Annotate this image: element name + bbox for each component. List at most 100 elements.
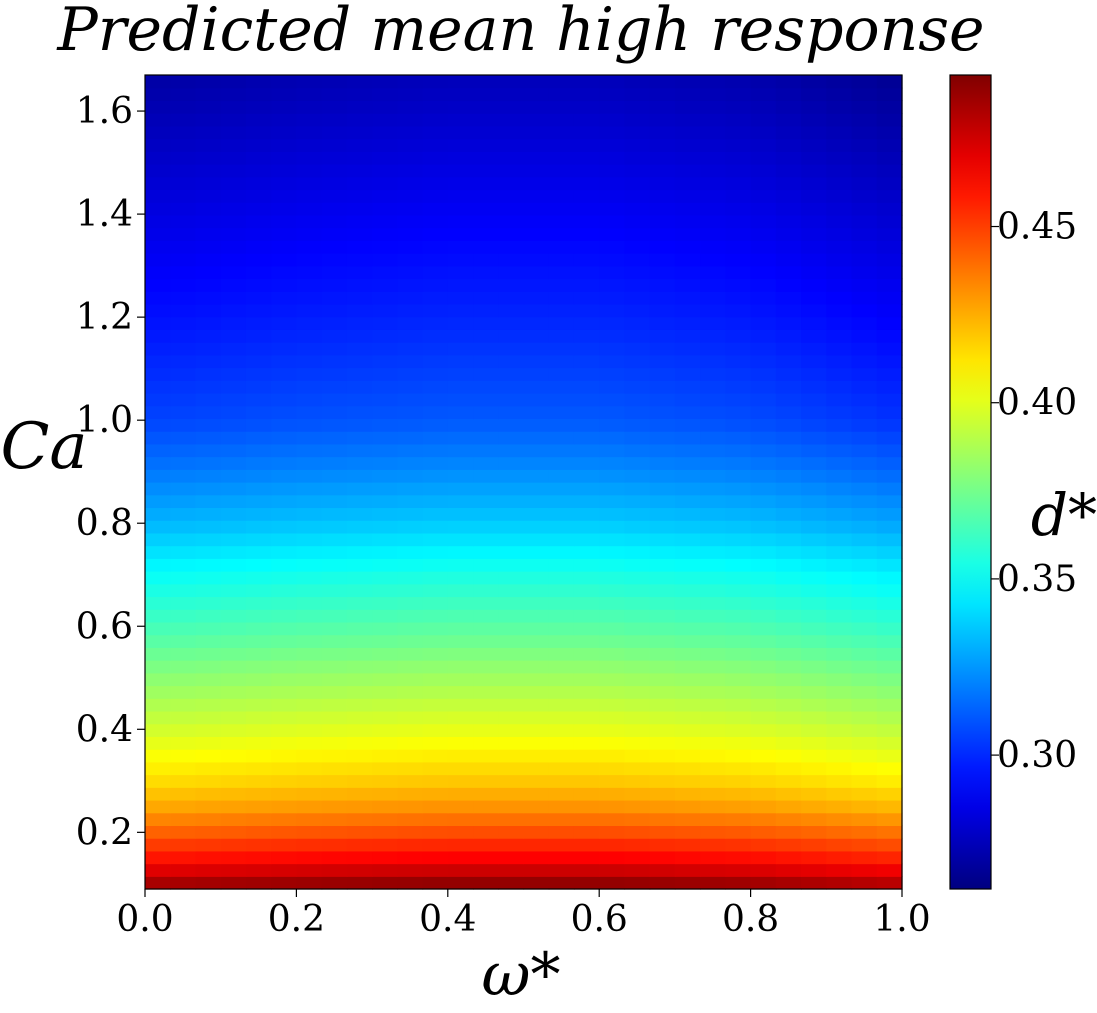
heatmap-cell [195, 87, 222, 102]
heatmap-cell [674, 265, 701, 280]
heatmap-cell [145, 787, 171, 801]
heatmap-cell [271, 202, 297, 216]
heatmap-cell [573, 507, 600, 521]
heatmap-cell [674, 214, 701, 229]
heatmap-cell [725, 125, 752, 140]
heatmap-cell [145, 838, 171, 852]
heatmap-cell [271, 100, 297, 114]
heatmap-cell [296, 672, 323, 687]
heatmap-cell [649, 660, 676, 674]
heatmap-cell [170, 647, 197, 661]
heatmap-cell [473, 316, 499, 330]
heatmap-cell [750, 863, 777, 877]
heatmap-cell [801, 138, 827, 152]
heatmap-cell [548, 558, 575, 572]
heatmap-cell [220, 596, 247, 610]
heatmap-cell [700, 265, 726, 280]
heatmap-cell [523, 621, 550, 636]
heatmap-cell [498, 532, 525, 547]
heatmap-cell [346, 176, 373, 191]
heatmap-cell [750, 558, 777, 572]
heatmap-cell [624, 799, 651, 814]
heatmap-cell [170, 634, 197, 648]
heatmap-cell [851, 736, 878, 750]
heatmap-cell [145, 113, 171, 127]
heatmap-cell [599, 710, 626, 725]
heatmap-cell [826, 316, 853, 330]
heatmap-cell [826, 100, 853, 114]
heatmap-cell [725, 634, 752, 648]
heatmap-cell [473, 647, 499, 661]
heatmap-cell [397, 774, 424, 788]
heatmap-cell [750, 520, 777, 534]
heatmap-cell [220, 75, 247, 89]
heatmap-cell [145, 621, 171, 636]
heatmap-cell [170, 761, 197, 776]
heatmap-cell [750, 799, 777, 814]
heatmap-cell [321, 456, 348, 470]
heatmap-cell [599, 634, 626, 648]
heatmap-cell [750, 265, 777, 280]
heatmap-cell [372, 367, 398, 381]
heatmap-cell [599, 227, 626, 241]
heatmap-cell [397, 189, 424, 203]
heatmap-cell [498, 761, 525, 776]
heatmap-cell [826, 469, 853, 483]
heatmap-cell [170, 609, 197, 623]
heatmap-cell [750, 660, 777, 674]
heatmap-cell [826, 545, 853, 559]
heatmap-cell [271, 418, 297, 432]
heatmap-cell [523, 291, 550, 305]
heatmap-cell [801, 609, 827, 623]
heatmap-cell [851, 863, 878, 877]
heatmap-cell [851, 303, 878, 318]
heatmap-cell [725, 876, 752, 890]
heatmap-cell [397, 164, 424, 178]
heatmap-cell [220, 278, 247, 292]
heatmap-cell [523, 367, 550, 381]
heatmap-cell [649, 164, 676, 178]
heatmap-cell [573, 812, 600, 827]
x-axis-title: ω* [482, 940, 561, 1008]
heatmap-cell [700, 456, 726, 470]
heatmap-cell [851, 291, 878, 305]
heatmap-cell [422, 621, 449, 636]
heatmap-cell [447, 787, 474, 801]
heatmap-cell [296, 558, 323, 572]
heatmap-cell [473, 164, 499, 178]
heatmap-cell [599, 316, 626, 330]
heatmap-cell [523, 736, 550, 750]
heatmap-cell [372, 749, 398, 763]
heatmap-cell [397, 685, 424, 699]
heatmap-cell [321, 265, 348, 280]
heatmap-cell [725, 75, 752, 89]
heatmap-cell [725, 202, 752, 216]
heatmap-cell [145, 291, 171, 305]
heatmap-cell [649, 316, 676, 330]
heatmap-cell [271, 799, 297, 814]
heatmap-cell [271, 698, 297, 712]
heatmap-cell [801, 431, 827, 445]
heatmap-cell [397, 609, 424, 623]
heatmap-cell [599, 202, 626, 216]
heatmap-cell [422, 214, 449, 229]
heatmap-cell [372, 418, 398, 432]
heatmap-cell [624, 265, 651, 280]
heatmap-cell [750, 609, 777, 623]
heatmap-cell [826, 876, 853, 890]
heatmap-cell [321, 647, 348, 661]
heatmap-cell [599, 482, 626, 496]
heatmap-cell [346, 774, 373, 788]
heatmap-cell [876, 672, 903, 687]
heatmap-cell [599, 291, 626, 305]
heatmap-cell [649, 240, 676, 254]
heatmap-cell [801, 265, 827, 280]
heatmap-cell [725, 87, 752, 102]
heatmap-cell [498, 291, 525, 305]
heatmap-cell [750, 164, 777, 178]
heatmap-cell [700, 660, 726, 674]
heatmap-cell [498, 240, 525, 254]
heatmap-cell [649, 532, 676, 547]
heatmap-cell [220, 863, 247, 877]
heatmap-cell [775, 227, 802, 241]
